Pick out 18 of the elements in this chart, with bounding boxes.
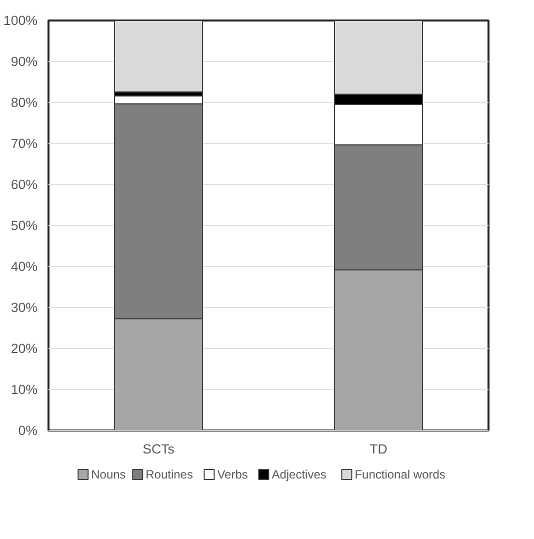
y-tick-label: 70%	[10, 136, 38, 151]
y-tick-label: 40%	[10, 259, 38, 274]
y-tick-label: 30%	[10, 300, 38, 315]
legend-label: Nouns	[91, 468, 126, 482]
y-tick-label: 20%	[10, 341, 38, 356]
legend-label: Adjectives	[272, 468, 326, 482]
legend-label: Functional words	[354, 468, 446, 482]
y-tick-label: 50%	[10, 218, 38, 233]
legend-label: Routines	[146, 468, 193, 482]
y-tick-label: 90%	[10, 54, 38, 69]
y-tick-label: 80%	[10, 95, 38, 110]
x-tick-label: SCTs	[142, 442, 175, 456]
legend-label: Verbs	[217, 468, 248, 482]
y-tick-label: 10%	[10, 382, 38, 397]
y-tick-label: 60%	[10, 177, 38, 192]
x-tick-label: TD	[370, 442, 388, 456]
y-tick-label: 0%	[18, 423, 38, 438]
y-tick-label: 100%	[3, 13, 38, 28]
